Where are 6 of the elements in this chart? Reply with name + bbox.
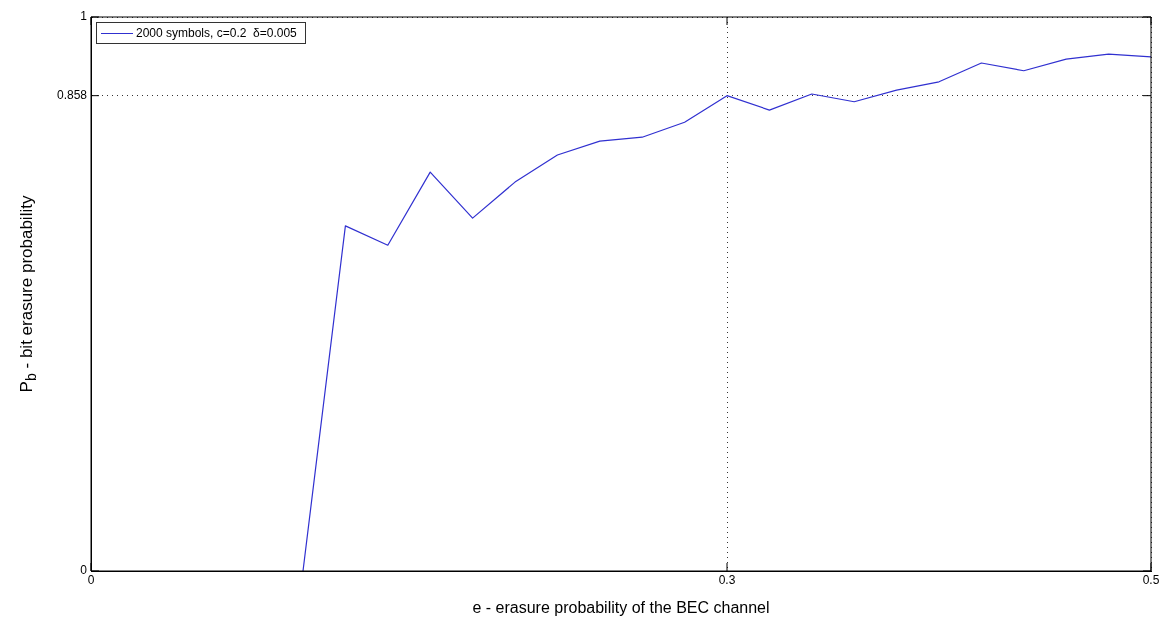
legend-label: 2000 symbols, c=0.2 δ=0.005 — [136, 26, 297, 40]
x-tick-label: 0.3 — [718, 572, 736, 587]
x-tick-label: 0.5 — [1142, 572, 1160, 587]
y-tick-label: 1 — [80, 9, 88, 24]
x-axis-title: e - erasure probability of the BEC channel — [472, 598, 770, 616]
y-tick-label: 0.858 — [56, 87, 88, 102]
